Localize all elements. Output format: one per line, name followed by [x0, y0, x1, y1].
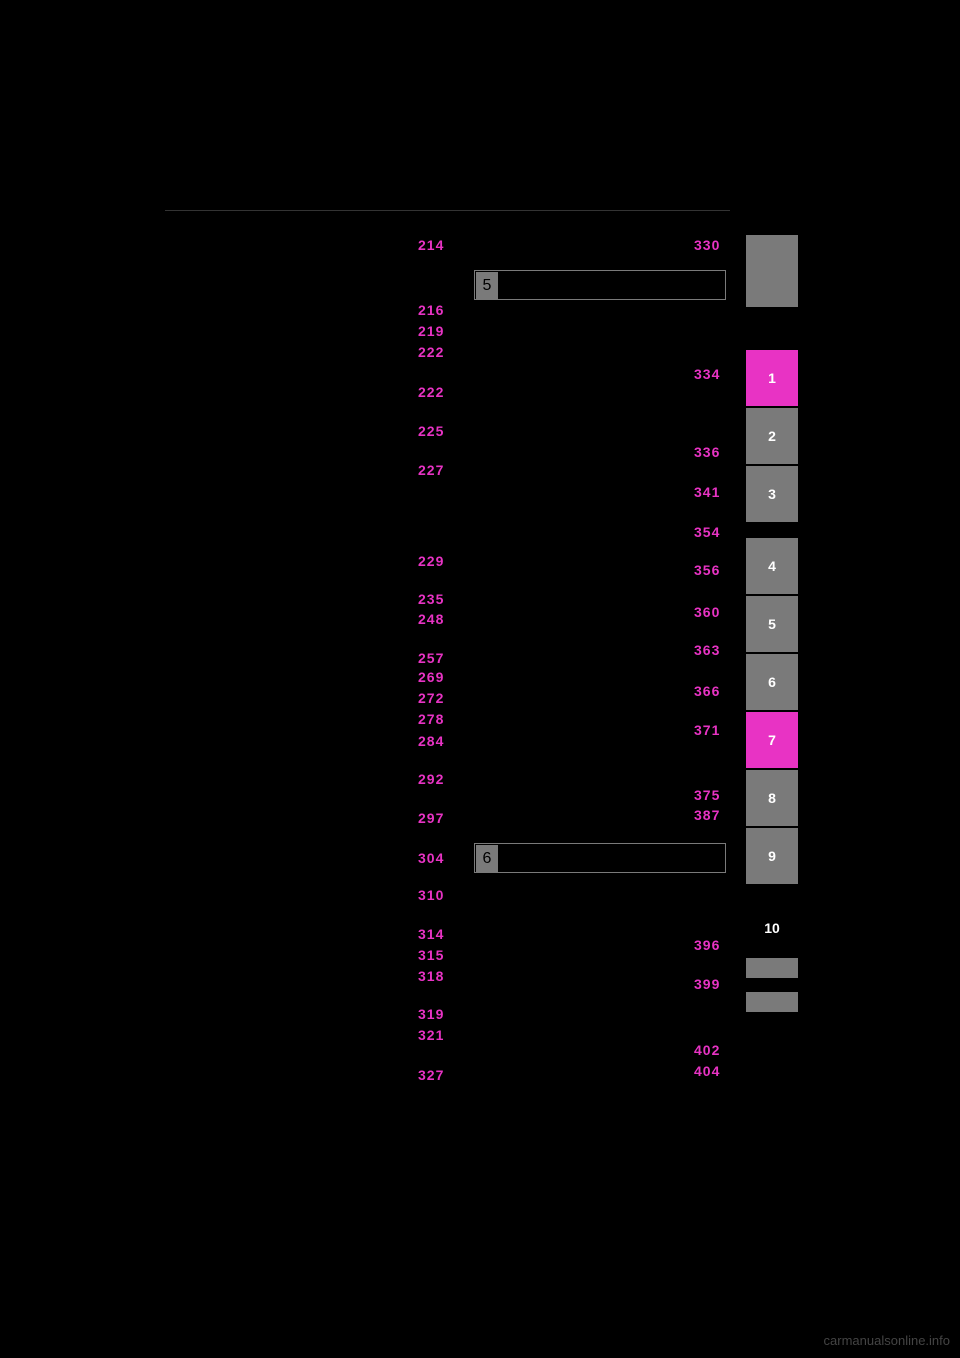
section-tab-8[interactable]: 8: [746, 770, 798, 826]
page-ref[interactable]: 225: [418, 423, 444, 439]
page-ref[interactable]: 341: [694, 484, 720, 500]
page-ref[interactable]: 219: [418, 323, 444, 339]
page-ref[interactable]: 363: [694, 642, 720, 658]
page-ref[interactable]: 356: [694, 562, 720, 578]
section-tab-blank[interactable]: [746, 958, 798, 978]
page-ref[interactable]: 229: [418, 553, 444, 569]
page-ref[interactable]: 310: [418, 887, 444, 903]
page-ref[interactable]: 321: [418, 1027, 444, 1043]
page-ref[interactable]: 319: [418, 1006, 444, 1022]
page-ref[interactable]: 269: [418, 669, 444, 685]
section-tab-3[interactable]: 3: [746, 466, 798, 522]
section-6-number: 6: [476, 845, 498, 873]
section-tab-2[interactable]: 2: [746, 408, 798, 464]
section-tab-4[interactable]: 4: [746, 538, 798, 594]
page-ref[interactable]: 354: [694, 524, 720, 540]
page-ref[interactable]: 404: [694, 1063, 720, 1079]
page-ref[interactable]: 278: [418, 711, 444, 727]
page-ref[interactable]: 360: [694, 604, 720, 620]
horizontal-divider: [165, 210, 730, 211]
page-ref[interactable]: 402: [694, 1042, 720, 1058]
page-ref[interactable]: 315: [418, 947, 444, 963]
section-6-box[interactable]: 6: [474, 843, 726, 873]
page-ref[interactable]: 227: [418, 462, 444, 478]
page-ref[interactable]: 272: [418, 690, 444, 706]
page-ref[interactable]: 334: [694, 366, 720, 382]
section-tab-7[interactable]: 7: [746, 712, 798, 768]
section-tab-5[interactable]: 5: [746, 596, 798, 652]
page-ref[interactable]: 297: [418, 810, 444, 826]
page-ref[interactable]: 399: [694, 976, 720, 992]
page-ref[interactable]: 327: [418, 1067, 444, 1083]
page-ref[interactable]: 248: [418, 611, 444, 627]
section-tab-6[interactable]: 6: [746, 654, 798, 710]
page-ref[interactable]: 396: [694, 937, 720, 953]
page-ref[interactable]: 330: [694, 237, 720, 253]
section-5-box[interactable]: 5: [474, 270, 726, 300]
page-ref[interactable]: 257: [418, 650, 444, 666]
page-ref[interactable]: 375: [694, 787, 720, 803]
page-ref[interactable]: 387: [694, 807, 720, 823]
footer-watermark: carmanualsonline.info: [824, 1333, 950, 1348]
section-tab-10[interactable]: 10: [746, 900, 798, 956]
page-ref[interactable]: 214: [418, 237, 444, 253]
page-ref[interactable]: 318: [418, 968, 444, 984]
page-ref[interactable]: 314: [418, 926, 444, 942]
page-ref[interactable]: 304: [418, 850, 444, 866]
page-ref[interactable]: 292: [418, 771, 444, 787]
page-ref[interactable]: 222: [418, 384, 444, 400]
page-ref[interactable]: 235: [418, 591, 444, 607]
page-ref[interactable]: 222: [418, 344, 444, 360]
page-ref[interactable]: 216: [418, 302, 444, 318]
page-ref[interactable]: 336: [694, 444, 720, 460]
page-ref[interactable]: 366: [694, 683, 720, 699]
section-tab-1[interactable]: 1: [746, 350, 798, 406]
section-tab-9[interactable]: 9: [746, 828, 798, 884]
page-ref[interactable]: 284: [418, 733, 444, 749]
section-tab-blank[interactable]: [746, 992, 798, 1012]
section-5-number: 5: [476, 272, 498, 300]
page-ref[interactable]: 371: [694, 722, 720, 738]
section-tab-blank[interactable]: [746, 235, 798, 307]
